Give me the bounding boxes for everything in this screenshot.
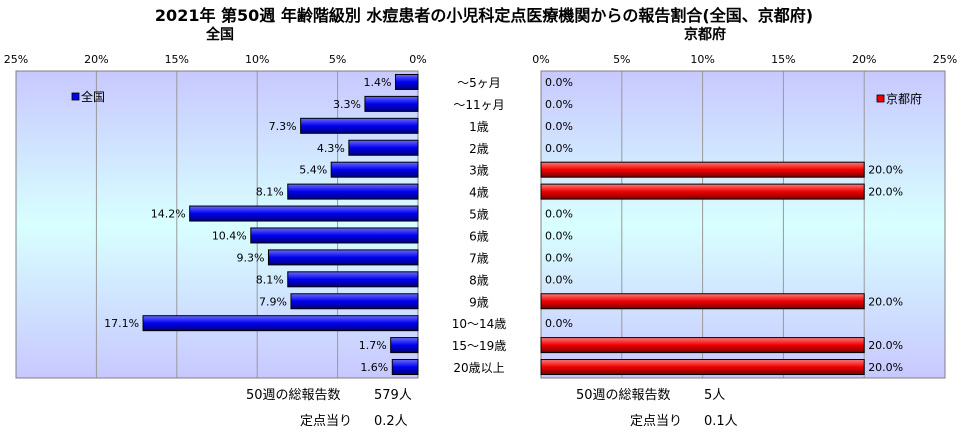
national-legend: 全国	[71, 89, 105, 104]
kyoto-plot-area	[541, 71, 945, 378]
kyoto-bar	[540, 359, 865, 376]
kyoto-data-label: 0.0%	[545, 251, 573, 264]
age-category-label: 20歳以上	[453, 361, 504, 375]
national-bar	[142, 315, 419, 332]
national-data-label: 10.4%	[212, 229, 247, 242]
kyoto-legend-label: 京都府	[886, 91, 922, 106]
national-bar	[394, 73, 419, 90]
age-category-label: 5歳	[469, 208, 489, 222]
national-data-label: 14.2%	[151, 208, 186, 221]
kyoto-total-label: 50週の総報告数	[576, 388, 671, 403]
kyoto-data-label: 0.0%	[545, 208, 573, 221]
kyoto-x-tick-label: 5%	[613, 53, 630, 66]
national-bar	[300, 117, 419, 134]
age-category-label: ～11ヶ月	[453, 98, 504, 112]
kyoto-x-tick-label: 0%	[532, 53, 549, 66]
kyoto-x-tick-label: 15%	[771, 53, 795, 66]
kyoto-data-label: 20.0%	[868, 339, 903, 352]
kyoto-data-label: 0.0%	[545, 120, 573, 133]
age-category-label: 8歳	[469, 273, 489, 287]
kyoto-per-site-label: 定点当り	[630, 414, 683, 429]
kyoto-bar	[540, 293, 865, 310]
national-total-label: 50週の総報告数	[246, 388, 341, 403]
kyoto-data-label: 20.0%	[868, 361, 903, 374]
national-x-tick-label: 20%	[84, 53, 108, 66]
kyoto-legend: 京都府	[876, 91, 922, 106]
kyoto-data-label: 20.0%	[868, 164, 903, 177]
national-data-label: 9.3%	[237, 251, 265, 264]
national-bar	[290, 293, 419, 310]
kyoto-data-label: 0.0%	[545, 229, 573, 242]
age-category-label: 9歳	[469, 295, 489, 309]
national-bar	[189, 205, 419, 222]
national-legend-label: 全国	[81, 89, 105, 104]
national-data-label: 8.1%	[256, 186, 284, 199]
kyoto-data-label: 20.0%	[868, 186, 903, 199]
kyoto-data-label: 0.0%	[545, 142, 573, 155]
kyoto-bar	[540, 337, 865, 354]
kyoto-data-label: 20.0%	[868, 295, 903, 308]
kyoto-bar	[540, 161, 865, 178]
kyoto-panel-title: 京都府	[684, 27, 726, 43]
national-data-label: 4.3%	[317, 142, 345, 155]
chart-title: 2021年 第50週 年齢階級別 水痘患者の小児科定点医療機関からの報告割合(全…	[154, 6, 814, 25]
national-data-label: 3.3%	[333, 98, 361, 111]
national-data-label: 1.6%	[360, 361, 388, 374]
national-bar	[287, 183, 419, 200]
age-category-label: 2歳	[469, 142, 489, 156]
national-bar	[364, 95, 419, 112]
national-data-label: 5.4%	[299, 164, 327, 177]
kyoto-data-label: 0.0%	[545, 273, 573, 286]
kyoto-total-value: 5人	[704, 388, 726, 403]
national-data-label: 1.4%	[364, 76, 392, 89]
kyoto-data-label: 0.0%	[545, 98, 573, 111]
kyoto-plot-border	[540, 70, 946, 379]
national-data-label: 8.1%	[256, 273, 284, 286]
age-category-label: 7歳	[469, 251, 489, 265]
age-category-label: 4歳	[469, 186, 489, 200]
national-x-tick-label: 25%	[4, 53, 28, 66]
age-category-labels: ～5ヶ月 ～11ヶ月 1歳 2歳 3歳 4歳 5歳 6歳 7歳 8歳 9歳 10～14歳 15～19歳 2…	[452, 76, 507, 375]
age-category-label: ～5ヶ月	[457, 76, 501, 90]
age-category-label: 3歳	[469, 164, 489, 178]
national-per-site-value: 0.2人	[374, 414, 408, 429]
national-per-site-label: 定点当り	[300, 414, 353, 429]
national-legend-swatch	[71, 92, 80, 101]
kyoto-chart: 0% 5% 10% 15% 20% 25% 0.0% 0.0% 0.0% 0.0% 20.0% 20.…	[532, 53, 957, 379]
national-chart: 0% 5% 10% 15% 20% 25% 1.4%3.3% 7.3% 4.3% 5.4% 8.1%…	[4, 53, 427, 379]
national-bar	[250, 227, 419, 244]
national-x-tick-label: 5%	[329, 53, 346, 66]
national-data-label: 7.9%	[259, 295, 287, 308]
national-x-tick-label: 15%	[165, 53, 189, 66]
kyoto-x-tick-label: 10%	[690, 53, 714, 66]
national-data-label: 1.7%	[359, 339, 387, 352]
kyoto-data-label: 0.0%	[545, 76, 573, 89]
age-category-label: 15～19歳	[452, 339, 507, 353]
national-plot-border	[15, 70, 419, 379]
national-bar	[330, 161, 419, 178]
national-data-label: 7.3%	[269, 120, 297, 133]
national-x-tick-label: 0%	[409, 53, 426, 66]
kyoto-per-site-value: 0.1人	[704, 414, 738, 429]
age-category-label: 1歳	[469, 120, 489, 134]
national-data-label: 17.1%	[104, 317, 139, 330]
kyoto-x-tick-label: 20%	[852, 53, 876, 66]
national-total-value: 579人	[374, 388, 412, 403]
national-bar	[391, 359, 419, 376]
national-x-tick-label: 10%	[245, 53, 269, 66]
national-bar	[287, 271, 419, 288]
national-bar	[390, 337, 419, 354]
kyoto-legend-swatch	[876, 94, 885, 103]
age-category-label: 10～14歳	[452, 317, 507, 331]
national-bar	[348, 139, 419, 156]
national-bar	[267, 249, 419, 266]
national-panel-title: 全国	[206, 27, 234, 43]
age-category-label: 6歳	[469, 229, 489, 243]
kyoto-x-tick-label: 25%	[933, 53, 957, 66]
kyoto-bar	[540, 183, 865, 200]
kyoto-data-label: 0.0%	[545, 317, 573, 330]
national-plot-area	[16, 71, 418, 378]
